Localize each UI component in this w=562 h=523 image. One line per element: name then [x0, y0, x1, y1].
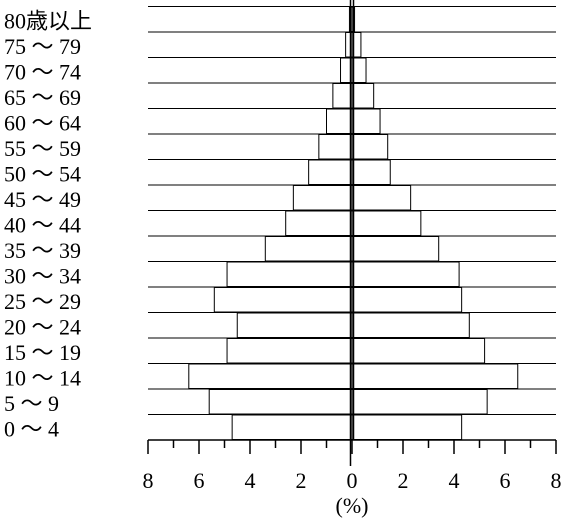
bar-right: [351, 414, 463, 440]
x-tick-label: 6: [194, 468, 205, 493]
bar-right: [351, 159, 391, 185]
age-label: 0 ～ 4: [4, 417, 59, 442]
bar-left: [226, 261, 353, 287]
bar-left: [213, 287, 353, 313]
bar-left: [285, 210, 353, 236]
bar-right: [351, 185, 412, 211]
bar-right: [351, 236, 440, 262]
bar-left: [332, 83, 353, 109]
bar-right: [351, 312, 470, 338]
age-label: 50 ～ 54: [4, 162, 81, 187]
age-label: 40 ～ 44: [4, 213, 81, 238]
x-tick-label: 4: [245, 468, 256, 493]
bar-left: [226, 338, 353, 364]
bar-left: [188, 363, 353, 389]
bar-left: [308, 159, 353, 185]
x-tick-label: 2: [296, 468, 307, 493]
bar-right: [351, 210, 422, 236]
bar-left: [231, 414, 353, 440]
bar-left: [264, 236, 353, 262]
x-axis: 8 6 4 2 0 2 4 6 8: [143, 0, 562, 493]
bar-right: [351, 363, 519, 389]
bar-right: [351, 261, 460, 287]
age-label: 10 ～ 14: [4, 366, 81, 391]
bar-right: [351, 338, 486, 364]
x-axis-unit-label: (%): [336, 493, 369, 518]
age-label: 15 ～ 19: [4, 340, 81, 365]
age-label: 30 ～ 34: [4, 264, 81, 289]
age-label: 35 ～ 39: [4, 238, 81, 263]
x-tick-label: 8: [551, 468, 562, 493]
bar-left: [318, 134, 353, 160]
age-label: 20 ～ 24: [4, 315, 81, 340]
age-label: 60 ～ 64: [4, 111, 81, 136]
age-label: 70 ～ 74: [4, 60, 81, 85]
bar-right: [351, 108, 381, 134]
bar-left: [292, 185, 353, 211]
bar-right: [351, 83, 375, 109]
age-label: 65 ～ 69: [4, 85, 81, 110]
age-label: 25 ～ 29: [4, 289, 81, 314]
x-tick-label: 4: [449, 468, 460, 493]
bar-right: [351, 134, 389, 160]
age-label: 75 ～ 79: [4, 34, 81, 59]
x-tick-label: 6: [500, 468, 511, 493]
bar-right: [351, 57, 367, 83]
x-tick-label: 0: [347, 468, 358, 493]
bars: [188, 6, 519, 440]
age-label: 5 ～ 9: [4, 391, 59, 416]
bar-right: [351, 287, 463, 313]
x-tick-label: 2: [398, 468, 409, 493]
bar-left: [208, 389, 353, 415]
x-tick-label: 8: [143, 468, 154, 493]
bar-right: [351, 389, 488, 415]
bar-left: [326, 108, 353, 134]
bar-left: [236, 312, 353, 338]
bar-right: [351, 32, 362, 58]
age-label: 45 ～ 49: [4, 187, 81, 212]
age-label: 80歳以上: [4, 9, 92, 34]
age-label: 55 ～ 59: [4, 136, 81, 161]
